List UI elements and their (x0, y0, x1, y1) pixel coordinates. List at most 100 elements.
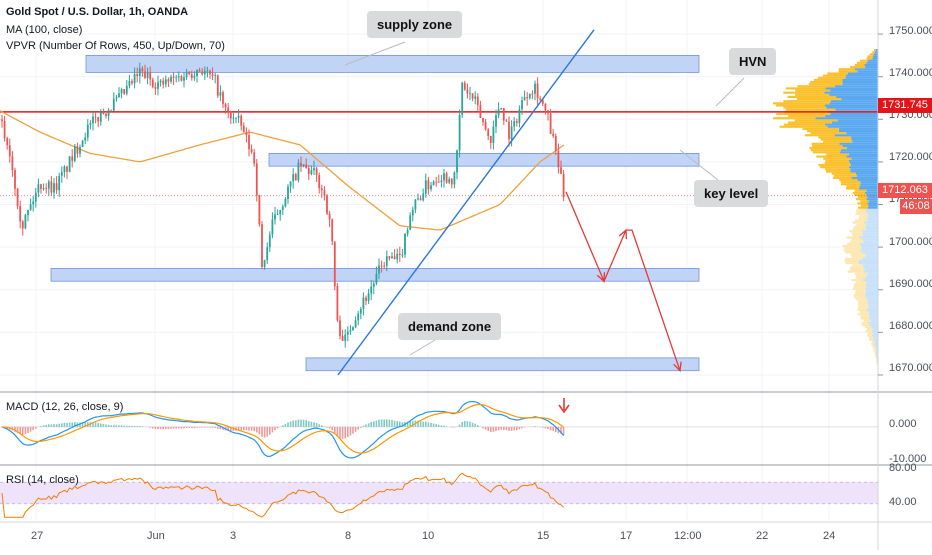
volume-bar-down (862, 322, 869, 324)
macd-histogram-bar (420, 421, 422, 427)
volume-bar-down (856, 198, 866, 200)
candle-body (170, 77, 172, 82)
volume-bar-up (866, 277, 878, 279)
volume-bar-up (868, 322, 878, 324)
volume-bar-down (852, 234, 863, 236)
volume-bar-down (872, 51, 875, 53)
macd-histogram-bar (329, 427, 331, 429)
volume-bar-up (860, 181, 878, 183)
macd-histogram-bar (464, 421, 466, 427)
callout-pointers (345, 42, 744, 355)
candle-body (149, 73, 151, 80)
candle-body (97, 117, 99, 121)
candle-body (438, 182, 440, 183)
candle-body (311, 170, 313, 174)
candle-body (480, 105, 482, 118)
volume-bar-down (868, 332, 873, 334)
volume-bar-down (856, 211, 865, 213)
volume-bar-down (873, 347, 876, 349)
volume-bar-down (861, 315, 870, 317)
candle-body (474, 96, 476, 98)
volume-bar-down (853, 228, 866, 230)
macd-histogram-bar (160, 427, 162, 429)
macd-histogram-bar (368, 423, 370, 427)
volume-bar-down (844, 247, 861, 249)
macd-histogram-bar (292, 420, 294, 427)
macd-histogram-bar (446, 426, 448, 427)
volume-bar-down (845, 260, 859, 262)
macd-histogram-bar (157, 427, 159, 429)
volume-bar-down (875, 356, 876, 358)
macd-histogram-bar (129, 426, 131, 427)
hvn-price-tag: 1731.745 (878, 98, 932, 113)
volume-bar-up (857, 70, 878, 72)
candle-body (409, 215, 411, 230)
macd-histogram-bar (373, 421, 375, 427)
volume-bar-down (786, 109, 836, 111)
candle-body (261, 224, 263, 267)
macd-histogram-bar (300, 420, 302, 427)
macd-histogram-bar (295, 420, 297, 427)
volume-bar-up (862, 232, 878, 234)
macd-histogram-bar (214, 427, 216, 428)
candle-body (14, 170, 16, 189)
macd-histogram-bar (152, 427, 154, 429)
candle-body (108, 110, 110, 116)
volume-bar-up (869, 324, 878, 326)
macd-histogram-bar (311, 422, 313, 427)
time-tick-label: 12:00 (674, 530, 702, 542)
volume-bar-up (851, 136, 878, 138)
candle-body (69, 156, 71, 171)
volume-bar-down (818, 164, 851, 166)
volume-bar-up (866, 198, 878, 200)
candle-body (513, 121, 515, 126)
macd-histogram-bar (66, 423, 68, 427)
candle-body (521, 100, 523, 109)
volume-bar-up (863, 234, 878, 236)
macd-histogram-bar (186, 427, 188, 428)
macd-histogram-bar (290, 421, 292, 427)
volume-bar-down (826, 170, 851, 172)
volume-bar-down (854, 285, 866, 287)
volume-bar-up (849, 160, 878, 162)
candle-body (251, 149, 253, 152)
volume-bar-up (860, 249, 878, 251)
volume-bar-down (773, 102, 830, 104)
macd-histogram-bar (217, 427, 219, 429)
candle-body (459, 115, 461, 150)
candle-body (495, 115, 497, 126)
volume-bar-up (826, 87, 878, 89)
candle-body (82, 141, 84, 147)
candle-body (337, 286, 339, 320)
volume-bar-up (849, 153, 878, 155)
candle-body (558, 151, 560, 167)
candle-body (477, 96, 479, 104)
candle-body (144, 71, 146, 78)
macd-histogram-bar (155, 427, 157, 429)
macd-histogram-bar (441, 425, 443, 427)
candle-body (274, 214, 276, 219)
volume-bar-down (833, 177, 851, 179)
volume-bar-down (852, 256, 866, 258)
candle-body (207, 71, 209, 72)
volume-bar-up (868, 219, 878, 221)
volume-bar-up (842, 145, 878, 147)
volume-bar-up (865, 268, 878, 270)
volume-bar-up (851, 164, 878, 166)
volume-bar-up (838, 119, 878, 121)
macd-histogram-bar (201, 427, 203, 428)
volume-bar-down (786, 87, 826, 89)
volume-bar-up (839, 130, 878, 132)
price-tick-label: 1750.000 (889, 25, 932, 37)
macd-histogram-bar (318, 424, 320, 427)
candle-body (38, 184, 40, 192)
rsi-band (0, 482, 878, 504)
volume-bar-down (773, 117, 815, 119)
macd-histogram-bar (142, 426, 144, 427)
macd-zero-label: 0.000 (889, 418, 917, 430)
candle-body (100, 112, 102, 121)
candle-body (347, 331, 349, 334)
volume-bar-down (856, 290, 866, 292)
